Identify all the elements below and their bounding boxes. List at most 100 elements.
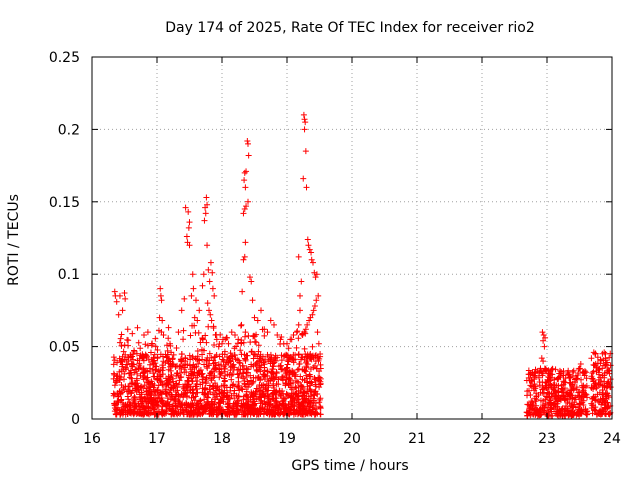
data-point <box>537 365 544 372</box>
data-point <box>545 411 552 418</box>
data-point <box>124 410 131 417</box>
y-tick-label: 0.2 <box>58 122 80 138</box>
data-point <box>265 378 272 385</box>
data-point <box>204 201 211 208</box>
data-point <box>154 398 161 405</box>
data-point <box>561 396 568 403</box>
data-point <box>175 398 182 405</box>
data-point <box>282 382 289 389</box>
data-point <box>173 345 180 352</box>
data-point <box>204 403 211 410</box>
data-point <box>167 361 174 368</box>
data-point <box>267 317 274 324</box>
axis-ticks: 16 17 18 19 20 21 22 23 24 0 0.05 0.1 0.15 0.2 0.25 <box>49 50 621 447</box>
data-point <box>118 331 125 338</box>
data-point <box>141 332 147 339</box>
data-point <box>301 367 308 374</box>
data-point <box>559 412 566 419</box>
data-point <box>175 392 182 399</box>
data-point <box>274 404 281 411</box>
data-point <box>172 380 179 387</box>
data-point <box>588 355 595 362</box>
data-point <box>583 411 590 418</box>
data-point <box>596 369 602 376</box>
data-point <box>188 371 195 378</box>
data-point <box>302 326 309 333</box>
data-point <box>309 343 316 350</box>
data-point <box>575 370 582 377</box>
data-point <box>286 409 293 416</box>
data-point <box>211 400 218 407</box>
data-point <box>307 403 314 410</box>
data-point <box>204 398 211 405</box>
data-point <box>130 397 137 404</box>
data-point <box>235 393 242 400</box>
data-point <box>563 403 570 410</box>
data-point <box>117 390 124 397</box>
data-point <box>282 395 289 402</box>
data-point <box>527 412 534 419</box>
data-point <box>599 365 606 372</box>
data-point <box>172 389 179 396</box>
data-point <box>544 384 551 391</box>
data-point <box>225 404 232 411</box>
data-point <box>234 371 241 378</box>
data-point <box>182 381 189 388</box>
data-point <box>232 332 238 339</box>
data-point <box>187 400 194 407</box>
data-point <box>599 391 606 398</box>
data-point <box>127 409 134 416</box>
data-point <box>225 340 232 347</box>
data-point <box>245 152 252 159</box>
data-point <box>259 400 266 407</box>
data-point <box>290 332 297 339</box>
data-point <box>230 390 237 397</box>
data-point <box>578 396 585 403</box>
data-point <box>589 369 596 376</box>
data-point <box>122 351 129 358</box>
data-point <box>552 366 559 373</box>
data-point <box>312 358 319 365</box>
data-point <box>294 328 301 335</box>
data-point <box>154 391 161 398</box>
data-point <box>306 380 313 387</box>
data-point <box>312 274 319 281</box>
data-point <box>117 410 124 417</box>
data-point <box>169 375 176 382</box>
data-point <box>121 342 128 349</box>
data-point <box>216 374 223 381</box>
data-point <box>111 288 118 295</box>
data-point <box>127 404 134 411</box>
data-point <box>189 271 196 278</box>
data-point <box>211 341 218 348</box>
data-point <box>550 401 557 408</box>
data-point <box>592 350 599 357</box>
data-point <box>118 342 125 349</box>
data-point <box>253 385 260 392</box>
data-point <box>298 278 305 285</box>
data-point <box>121 370 128 377</box>
data-point <box>546 399 553 406</box>
data-point <box>268 408 275 415</box>
data-point <box>570 367 577 374</box>
data-point <box>249 297 256 304</box>
data-point <box>256 355 263 362</box>
data-point <box>605 394 612 401</box>
data-point <box>226 371 233 378</box>
data-point <box>183 369 190 376</box>
y-tick-label: 0.15 <box>49 195 80 211</box>
data-point <box>211 372 218 379</box>
data-point <box>274 332 281 339</box>
grid <box>92 57 612 419</box>
data-point <box>170 397 177 404</box>
data-point <box>164 351 171 358</box>
data-point <box>204 242 211 249</box>
data-point <box>237 347 244 354</box>
data-point <box>311 374 318 381</box>
data-point <box>266 401 273 408</box>
data-point <box>202 385 209 392</box>
data-point <box>577 410 584 417</box>
data-point <box>588 384 595 391</box>
data-point <box>304 321 311 328</box>
